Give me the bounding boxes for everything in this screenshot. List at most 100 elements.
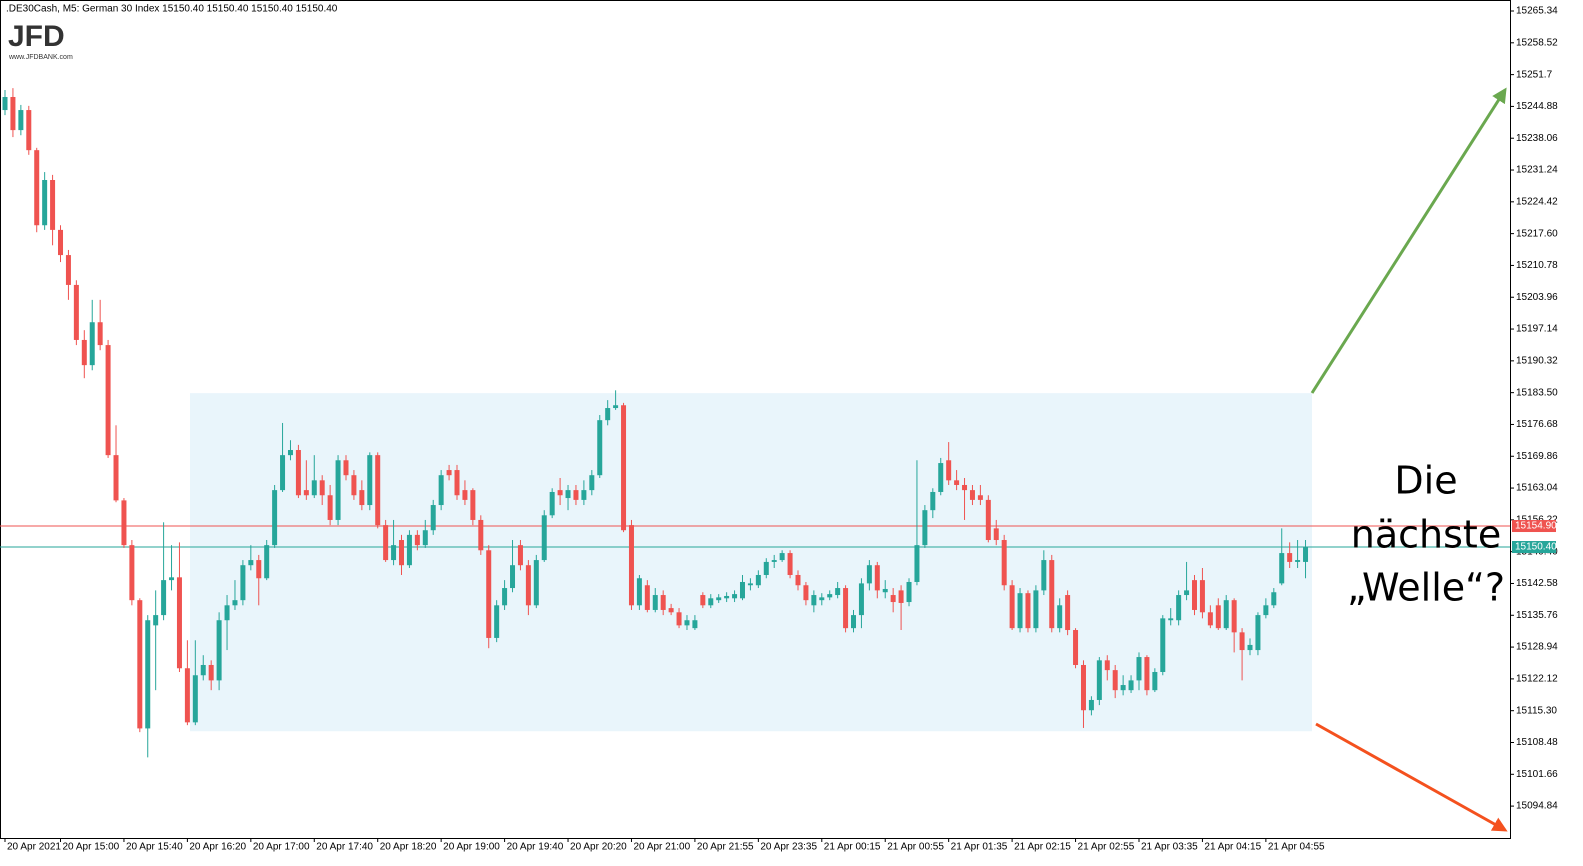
x-tick-label: 21 Apr 00:55 [887,842,944,853]
candle-body [1096,660,1102,700]
candle-body [176,577,182,669]
candle-body [1144,657,1150,691]
candle-body [1017,593,1023,629]
candle-body [1112,670,1118,691]
candle-body [962,484,968,491]
candle-body [787,553,793,575]
candle-body [1247,644,1253,651]
candle-body [1136,657,1142,681]
candle-body [462,490,468,500]
candle-body [399,540,404,566]
y-tick-label: 15217.60 [1516,228,1558,239]
candle-body [335,460,341,520]
candle-body [597,420,603,476]
candle-body [858,583,864,616]
candle-body [1287,553,1293,562]
plot-frame [0,0,1511,839]
candle-body [1215,605,1221,629]
y-tick-label: 15231.24 [1516,165,1558,176]
y-tick-label: 15224.42 [1516,196,1558,207]
range-zone [190,393,1312,732]
candle-body [1033,590,1039,629]
candle-body [438,475,444,506]
candle-body [827,594,833,598]
candle-body [1279,553,1285,584]
y-tick-label: 15197.14 [1516,324,1558,335]
candle-body [589,475,595,491]
y-tick-label: 15128.94 [1516,642,1558,653]
x-tick-label: 21 Apr 01:35 [951,842,1008,853]
candle-body [732,594,738,599]
x-tick-label: 20 Apr 17:40 [316,842,373,853]
candle-body [739,581,745,599]
candle-body [1176,595,1182,621]
annotation: Die [1394,459,1457,503]
candle-body [2,96,8,111]
candle-body [1207,612,1213,626]
candle-body [835,588,841,596]
candle-body [882,588,888,593]
candle-body [113,455,119,501]
candle-body [486,550,492,638]
candle-body [668,608,674,613]
candle-body [621,405,627,531]
candle-body [1168,618,1174,621]
candle-body [771,560,777,562]
candle-body [10,96,16,131]
x-tick-label: 20 Apr 16:20 [189,842,246,853]
candle-body [280,455,286,491]
candle-body [795,574,801,586]
y-tick-label: 15244.88 [1516,101,1558,112]
candle-body [73,284,79,340]
candle-body [470,490,476,520]
y-tick-label: 15122.12 [1516,674,1558,685]
candle-body [724,595,730,599]
candle-body [248,560,254,566]
candle-body [843,588,849,629]
y-tick-label: 15156.22 [1516,515,1558,526]
candle-body [327,495,333,520]
candle-body [58,229,64,256]
candle-body [914,545,920,582]
candle-body [525,565,531,606]
candle-body [565,490,571,499]
candle-body [755,574,761,586]
x-tick-label: 21 Apr 02:55 [1078,842,1135,853]
candle-body [65,255,71,285]
y-tick-label: 15258.52 [1516,37,1558,48]
candle-body [613,405,619,409]
candle-body [676,612,682,626]
candle-body [874,565,880,591]
candle-body [510,565,516,589]
candle-body [581,490,587,500]
candle-body [343,460,349,476]
candle-body [898,590,904,603]
candle-body [708,598,714,606]
x-tick-label: 20 Apr 21:55 [697,842,754,853]
candle-body [446,470,452,476]
candle-body [636,578,642,606]
candle-body [1152,671,1158,691]
annotation: nächste [1351,513,1501,557]
x-tick-label: 20 Apr 17:00 [253,842,310,853]
candle-body [851,615,857,629]
candle-body [763,561,769,575]
candle-body [946,460,952,481]
y-tick-label: 15135.76 [1516,610,1558,621]
candle-body [1128,680,1134,691]
candle-body [89,322,95,366]
candle-body [383,525,389,561]
arrow-down [1315,722,1508,832]
candle-body [137,600,143,729]
candle-body [42,180,48,226]
x-tick-label: 20 Apr 23:35 [760,842,817,853]
plot-background [190,393,1312,732]
candle-body [1223,600,1229,629]
candle-body [652,595,658,610]
candle-body [938,463,944,492]
candle-body [1073,630,1079,665]
candle-body [1088,699,1094,711]
candle-body [26,110,32,151]
candle-body [866,565,872,584]
